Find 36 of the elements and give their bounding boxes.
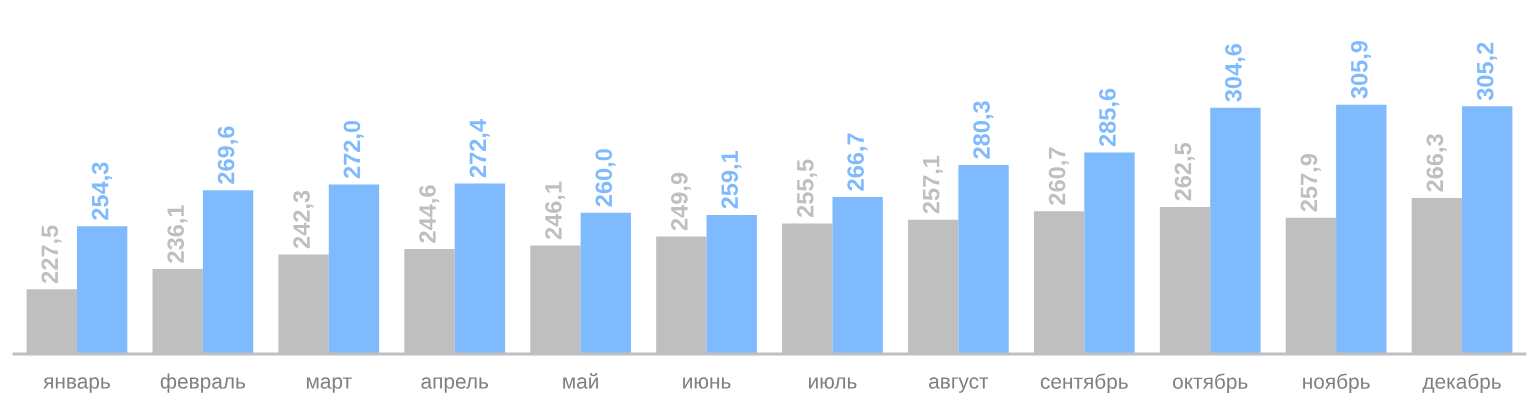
data-label: 249,9 xyxy=(670,172,692,231)
data-label: 260,0 xyxy=(595,149,616,207)
data-label: 257,9 xyxy=(1300,154,1321,212)
data-label: 305,9 xyxy=(1350,40,1372,99)
data-label: 262,5 xyxy=(1174,142,1195,201)
x-tick-label: январь xyxy=(43,377,110,393)
data-label: 254,3 xyxy=(91,162,112,220)
x-tick-label: июль xyxy=(809,377,857,389)
data-label: 236,1 xyxy=(167,205,188,263)
data-label: 257,1 xyxy=(922,155,943,214)
data-label: 266,7 xyxy=(847,133,868,191)
x-tick-label: декабрь xyxy=(1422,373,1501,394)
data-label: 266,3 xyxy=(1426,134,1447,192)
x-tick-label: март xyxy=(306,377,352,393)
x-tick-label: июнь xyxy=(683,377,731,389)
data-label: 260,7 xyxy=(1048,147,1069,205)
x-tick-label: апрель xyxy=(421,377,489,393)
data-label: 255,5 xyxy=(796,159,818,218)
data-label: 272,4 xyxy=(469,119,490,178)
x-tick-label: май xyxy=(563,373,598,389)
data-label: 305,2 xyxy=(1476,42,1497,101)
data-label: 227,5 xyxy=(41,225,62,283)
data-label: 269,6 xyxy=(217,126,238,184)
data-label: 244,6 xyxy=(419,185,440,243)
data-label: 272,0 xyxy=(343,120,364,179)
data-label: 304,6 xyxy=(1225,43,1246,102)
data-label: 280,3 xyxy=(973,101,994,159)
x-tick-label: ноябрь xyxy=(1303,373,1370,394)
x-tick-label: октябрь xyxy=(1173,373,1248,394)
x-tick-label: февраль xyxy=(160,373,246,393)
x-tick-label: сентябрь xyxy=(1040,373,1128,394)
data-label: 259,1 xyxy=(721,150,742,209)
data-label: 246,1 xyxy=(545,181,566,240)
x-tick-label: август xyxy=(929,377,989,393)
data-label: 285,6 xyxy=(1099,88,1120,147)
data-label: 242,3 xyxy=(293,190,314,249)
